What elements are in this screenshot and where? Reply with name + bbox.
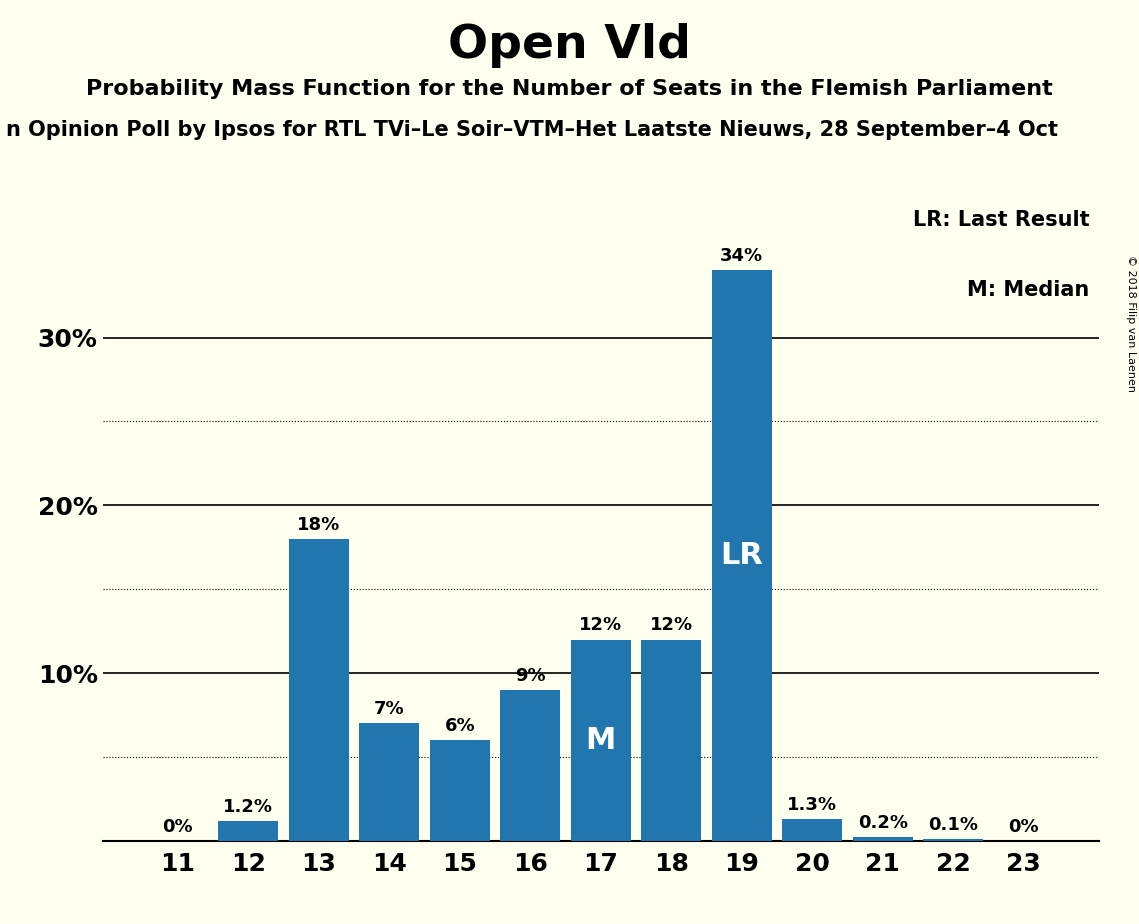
Text: © 2018 Filip van Laenen: © 2018 Filip van Laenen: [1126, 255, 1136, 392]
Bar: [853, 837, 912, 841]
Text: 0.2%: 0.2%: [858, 814, 908, 833]
Text: n Opinion Poll by Ipsos for RTL TVi–Le Soir–VTM–Het Laatste Nieuws, 28 September: n Opinion Poll by Ipsos for RTL TVi–Le S…: [6, 120, 1058, 140]
Text: 12%: 12%: [580, 616, 622, 635]
Text: M: M: [585, 725, 616, 755]
Text: Open Vld: Open Vld: [448, 23, 691, 68]
Text: 0%: 0%: [163, 818, 194, 836]
Text: 12%: 12%: [649, 616, 693, 635]
Text: 7%: 7%: [374, 700, 404, 718]
Text: 0.1%: 0.1%: [928, 816, 978, 834]
Text: 18%: 18%: [297, 516, 341, 534]
Text: LR: LR: [720, 541, 763, 570]
Bar: [782, 819, 843, 841]
Text: 34%: 34%: [720, 248, 763, 265]
Text: 9%: 9%: [515, 667, 546, 685]
Bar: [924, 839, 983, 841]
Text: M: Median: M: Median: [967, 280, 1089, 299]
Bar: [289, 539, 349, 841]
Bar: [712, 271, 772, 841]
Text: 1.3%: 1.3%: [787, 796, 837, 814]
Text: 0%: 0%: [1008, 818, 1039, 836]
Text: 6%: 6%: [444, 717, 475, 736]
Bar: [641, 639, 702, 841]
Bar: [359, 723, 419, 841]
Bar: [219, 821, 278, 841]
Bar: [571, 639, 631, 841]
Bar: [429, 740, 490, 841]
Text: LR: Last Result: LR: Last Result: [912, 210, 1089, 230]
Text: Probability Mass Function for the Number of Seats in the Flemish Parliament: Probability Mass Function for the Number…: [87, 79, 1052, 99]
Text: 1.2%: 1.2%: [223, 797, 273, 816]
Bar: [500, 690, 560, 841]
